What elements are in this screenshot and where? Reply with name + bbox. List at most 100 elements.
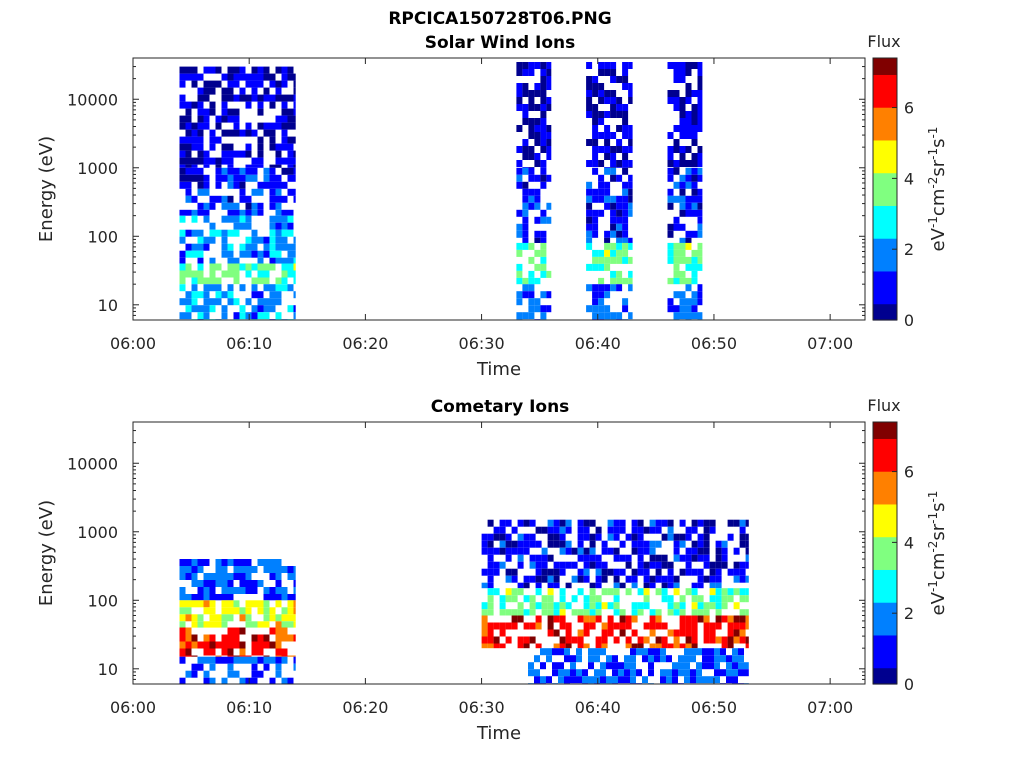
colorbar-segment <box>873 561 897 566</box>
colorbar-segment <box>873 266 897 272</box>
heatmap-cell <box>203 573 210 580</box>
x-tick-label: 06:40 <box>575 698 621 717</box>
heatmap-cell <box>691 256 698 264</box>
heatmap-cell <box>565 643 572 649</box>
heatmap-cell <box>281 566 288 573</box>
heatmap-cell <box>604 202 611 210</box>
heatmap-cell <box>221 587 228 594</box>
heatmap-cell <box>191 641 198 649</box>
colorbar-segment <box>873 667 897 673</box>
heatmap-cell <box>577 629 584 637</box>
heatmap-cell <box>534 655 540 663</box>
colorbar-label: eV-1cm-2sr-1s-1 <box>926 127 949 252</box>
heatmap-cell <box>613 575 620 583</box>
heatmap-cell <box>546 676 552 684</box>
heatmap-cell <box>673 195 680 203</box>
heatmap-cell <box>679 277 686 285</box>
heatmap-cell <box>257 670 264 678</box>
heatmap-cell <box>293 270 296 278</box>
heatmap-cell <box>576 655 582 663</box>
heatmap-cell <box>552 669 558 677</box>
heatmap-cell <box>215 277 222 285</box>
heatmap-cell <box>257 80 264 88</box>
heatmap-cell <box>197 559 204 566</box>
heatmap-cell <box>197 312 204 320</box>
heatmap-cell <box>185 164 192 168</box>
heatmap-cell <box>191 136 198 144</box>
heatmap-cell <box>528 277 535 285</box>
heatmap-cell <box>534 104 541 111</box>
heatmap-cell <box>293 607 296 615</box>
heatmap-cell <box>245 614 252 622</box>
heatmap-cell <box>227 108 234 116</box>
heatmap-cell <box>622 188 629 196</box>
heatmap-cell <box>245 209 252 216</box>
heatmap-cell <box>667 609 674 616</box>
heatmap-cell <box>559 602 566 610</box>
heatmap-cell <box>576 669 582 677</box>
heatmap-cell <box>679 209 686 217</box>
heatmap-cell <box>588 655 594 663</box>
heatmap-cell <box>287 594 294 601</box>
heatmap-cell <box>245 202 252 210</box>
heatmap-cell <box>281 222 288 230</box>
heatmap-cell <box>745 561 749 569</box>
heatmap-cell <box>540 160 547 167</box>
heatmap-cell <box>649 575 656 583</box>
heatmap-cell <box>610 111 617 118</box>
heatmap-cell <box>703 533 710 541</box>
heatmap-cell <box>233 80 240 88</box>
heatmap-cell <box>606 662 612 670</box>
heatmap-cell <box>616 97 623 104</box>
heatmap-cell <box>185 312 192 320</box>
heatmap-cell <box>616 312 623 320</box>
heatmap-cell <box>215 167 222 175</box>
heatmap-cell <box>673 533 680 541</box>
heatmap-cell <box>622 230 629 238</box>
heatmap-cell <box>691 312 698 320</box>
heatmap-cell <box>275 277 282 285</box>
heatmap-cell <box>293 566 296 573</box>
heatmap-cell <box>604 237 611 243</box>
heatmap-cell <box>191 614 198 622</box>
heatmap-cell <box>721 636 728 644</box>
x-axis: 06:00 06:10 06:20 06:30 06:40 06:50 07:00 <box>110 58 853 353</box>
heatmap-cell <box>179 174 186 182</box>
heatmap-cell <box>628 209 633 217</box>
heatmap-cell <box>661 575 668 583</box>
heatmap-cell <box>221 656 228 664</box>
heatmap-cell <box>251 209 258 216</box>
heatmap-cell <box>732 662 738 670</box>
heatmap-cell <box>233 181 240 189</box>
heatmap-cell <box>679 76 686 83</box>
heatmap-cell <box>703 519 710 527</box>
heatmap-cell <box>577 643 584 649</box>
heatmap-cell <box>547 629 554 637</box>
heatmap-cell <box>697 547 704 555</box>
heatmap-cell <box>197 150 204 158</box>
heatmap-cell <box>540 312 547 320</box>
heatmap-cell <box>673 167 680 168</box>
heatmap-cell <box>703 636 710 644</box>
heatmap-cell <box>679 153 686 160</box>
heatmap-cell <box>269 250 276 258</box>
heatmap-cell <box>523 622 530 630</box>
heatmap-cell <box>679 97 686 104</box>
heatmap-cell <box>691 188 698 196</box>
heatmap-cell <box>179 600 186 608</box>
heatmap-cell <box>233 229 240 237</box>
heatmap-cell <box>642 648 648 656</box>
heatmap-cell <box>251 80 258 88</box>
heatmap-cell <box>733 575 740 583</box>
heatmap-cell <box>221 108 228 116</box>
heatmap-cell <box>191 209 198 216</box>
heatmap-cell <box>691 270 698 278</box>
heatmap-cell <box>667 568 674 576</box>
heatmap-cell <box>505 595 512 603</box>
heatmap-cell <box>697 76 703 83</box>
heatmap-cell <box>191 157 198 165</box>
colorbar-segment <box>873 164 897 170</box>
heatmap-cell <box>702 655 708 663</box>
heatmap-cell <box>293 80 296 88</box>
colorbar-segment <box>873 238 897 243</box>
